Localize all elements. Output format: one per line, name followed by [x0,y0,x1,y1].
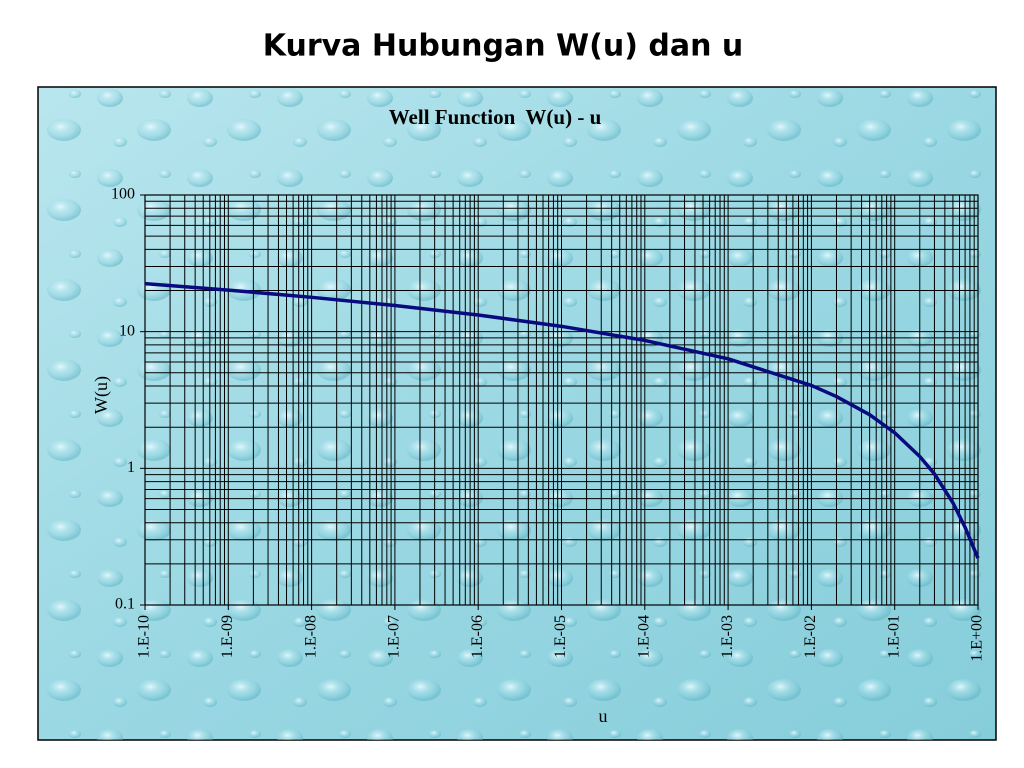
slide-title: Kurva Hubungan W(u) dan u [263,29,743,64]
data-line [144,281,980,559]
plot: 0.1 1 10 100 1.E-10 1.E-09 1.E-08 1.E-07 1.E-06 1… [111,186,986,662]
x-tick-label: 1.E-06 [469,615,486,658]
x-tick-label: 1.E-10 [136,615,153,658]
y-axis-label: W(u) [91,376,112,414]
x-tick-label: 1.E+00 [969,615,986,662]
y-tick-label: 1 [127,459,135,476]
x-axis-label: u [599,706,608,726]
x-tick-label: 1.E-03 [719,615,736,658]
plot-frame [144,194,979,606]
y-tick-label: 100 [111,186,135,203]
chart-texture [38,87,996,740]
chart-title: Well Function W(u) - u [389,105,602,129]
y-tick-label: 10 [119,322,135,339]
x-tick-label: 1.E-07 [386,615,403,658]
x-tick-label: 1.E-04 [635,615,652,658]
x-tick-label: 1.E-09 [219,615,236,658]
y-tick-label: 0.1 [115,596,135,613]
x-tick-label: 1.E-05 [552,615,569,658]
x-tick-label: 1.E-01 [885,615,902,658]
x-tick-label: 1.E-02 [802,615,819,658]
x-tick-label: 1.E-08 [302,615,319,658]
